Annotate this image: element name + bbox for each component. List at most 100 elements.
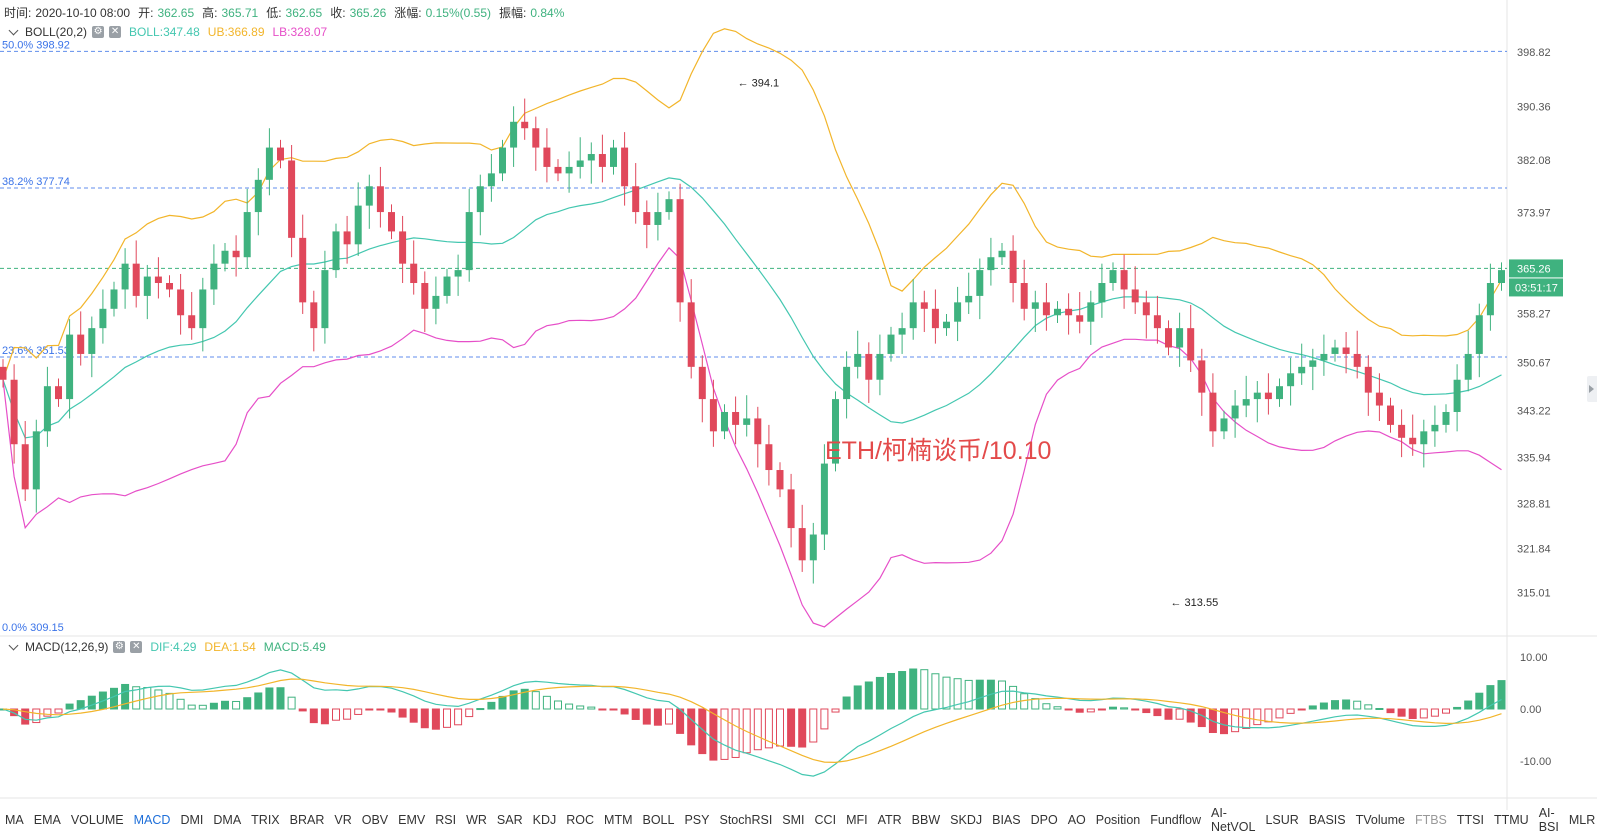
indicator-tab[interactable]: StochRSI [719,812,773,827]
candle-body [843,366,851,400]
macd-hist-bar [420,708,429,729]
close-icon[interactable]: ✕ [130,641,143,653]
price-tick-label: 321.84 [1517,543,1551,555]
candle-body [1198,360,1206,393]
indicator-tab[interactable]: KDJ [532,812,557,827]
candle-body [532,128,540,148]
candle-body [476,186,484,213]
indicator-tab[interactable]: DMI [180,812,204,827]
candle-body [1409,437,1417,445]
macd-hist-bar [1319,702,1328,710]
macd-hist-bar [132,686,141,710]
macd-hist-bar [520,688,529,710]
macd-hist-bar [187,704,196,710]
candle-body [621,147,629,187]
candle-body [1453,379,1461,412]
macd-hist-bar [554,700,562,710]
macd-hist-bar [998,680,1006,710]
indicator-tab[interactable]: WR [466,812,487,827]
boll-upper-value: UB:366.89 [207,25,265,39]
macd-hist-bar [154,689,163,710]
indicator-tab[interactable]: RSI [435,812,457,827]
close-icon[interactable]: ✕ [109,26,122,38]
macd-hist-bar [1097,708,1106,711]
macd-dea-value: DEA:1.54 [204,640,256,654]
indicator-tab[interactable]: MA [5,812,24,827]
candle-body [1209,392,1217,432]
macd-hist-value: MACD:5.49 [263,640,326,654]
indicator-tab[interactable]: SAR [496,812,523,827]
indicator-tab[interactable]: OBV [361,812,389,827]
settings-gear-icon[interactable]: ⚙ [92,26,105,38]
indicator-tab[interactable]: PSY [684,812,710,827]
indicator-tab[interactable]: ROC [566,812,595,827]
boll-lower-value: LB:328.07 [272,25,328,39]
expand-panel-icon[interactable] [1587,376,1597,402]
fib-label: 50.0% 398.92 [2,39,70,51]
macd-hist-bar [820,708,829,730]
indicator-tab[interactable]: BRAR [289,812,325,827]
indicator-tab[interactable]: VOLUME [70,812,124,827]
candle-body [432,295,440,309]
macd-hist-bar [687,708,696,746]
indicator-tab[interactable]: AI-BSI [1538,805,1559,834]
price-tick-label: 398.82 [1517,47,1551,59]
candle-body [388,212,395,232]
price-tick-label: 390.36 [1517,102,1551,114]
macd-hist-bar [1286,708,1295,714]
indicator-tab[interactable]: TRIX [251,812,280,827]
candle-body [121,263,129,290]
macd-hist-bar [764,708,773,749]
indicator-tab[interactable]: SKDJ [950,812,983,827]
indicator-tab[interactable]: LSUR [1265,812,1299,827]
macd-hist-bar [676,708,685,734]
indicator-tab[interactable]: AI-NetVOL [1210,805,1256,834]
macd-hist-bar [1331,700,1339,710]
indicator-tab[interactable]: TVolume [1355,812,1405,827]
candle-body [55,386,62,400]
macd-hist-bar [1175,708,1184,720]
macd-hist-bar [487,701,496,710]
candle-body [931,308,939,329]
macd-hist-bar [1053,706,1062,710]
indicator-tab[interactable]: BASIS [1308,812,1346,827]
indicator-tab[interactable]: EMV [398,812,426,827]
candlestick-chart[interactable]: 50.0% 398.92 38.2% 377.74 23.6% 351.53 0.0%… [0,0,1597,810]
fib-label: 23.6% 351.53 [2,345,70,357]
macd-hist-bar [454,708,463,726]
indicator-tab[interactable]: Fundflow [1150,812,1201,827]
indicator-tab[interactable]: MACD [133,812,171,827]
macd-hist-bar [809,708,818,743]
indicator-tab[interactable]: EMA [33,812,61,827]
indicator-tab[interactable]: TTSI [1456,812,1484,827]
macd-hist-bar [642,708,651,725]
macd-hist-bar [1031,698,1040,710]
indicator-tab[interactable]: BIAS [992,812,1021,827]
indicator-tab[interactable]: DPO [1030,812,1058,827]
indicator-tab[interactable]: VR [334,812,352,827]
indicator-tab[interactable]: TTMU [1494,812,1529,827]
macd-hist-bar [1253,708,1262,726]
indicator-tab[interactable]: AO [1067,812,1086,827]
candle-body [1309,360,1317,367]
indicator-tab[interactable]: MFI [846,812,868,827]
macd-hist-bar [309,708,318,724]
macd-hist-bar [431,708,440,730]
indicator-tab[interactable]: BBW [911,812,941,827]
indicator-tab[interactable]: SMI [782,812,805,827]
indicator-tab[interactable]: BOLL [642,812,675,827]
candle-body [1142,302,1150,316]
indicator-tab[interactable]: DMA [213,812,242,827]
settings-gear-icon[interactable]: ⚙ [113,641,126,653]
indicator-tab[interactable]: Position [1095,812,1141,827]
indicator-tab[interactable]: FTBS [1414,812,1447,827]
candle-body [1109,270,1117,284]
macd-hist-bar [354,708,363,715]
indicator-tab[interactable]: MLR [1568,812,1596,827]
indicator-tab[interactable]: ATR [877,812,902,827]
macd-hist-bar [365,708,374,711]
indicator-tab[interactable]: CCI [814,812,837,827]
candle-body [1342,347,1350,354]
candle-body [676,199,684,303]
indicator-tab[interactable]: MTM [604,812,633,827]
